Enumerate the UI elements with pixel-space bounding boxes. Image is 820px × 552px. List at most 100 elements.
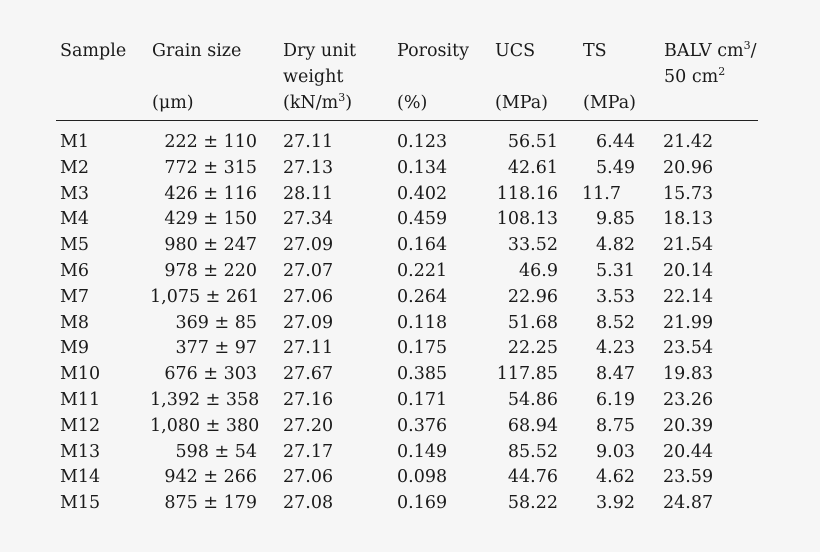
header-dry-unit-weight: Dry unit weight (kN/m3) [283, 38, 356, 116]
grain-size-cell: 429 ± 150 [164, 209, 257, 230]
header-porosity-label: Porosity [397, 41, 469, 61]
grain-size-cell: 1,080 ± 380 [150, 415, 260, 436]
dry-unit-weight-cell: 27.13 [283, 157, 334, 178]
ucs-cell: 85.52 [507, 441, 558, 462]
grain-size-cell: 1,392 ± 358 [150, 389, 260, 410]
ts-cell: 6.44 [596, 132, 635, 152]
dry-unit-weight-cell: 27.09 [283, 312, 334, 333]
grain-size-cell: 1,075 ± 261 [150, 286, 260, 307]
ts-cell: 4.62 [596, 467, 635, 488]
porosity-cell: 0.171 [397, 389, 448, 410]
ucs-cell: 68.94 [507, 415, 558, 436]
balv-line1-suffix: / [750, 41, 757, 61]
header-dry-unit-weight-label-line1: Dry unit [283, 41, 357, 61]
porosity-cell: 0.149 [397, 441, 448, 462]
sample-cell: M1 [60, 132, 90, 152]
porosity-cell: 0.459 [397, 209, 448, 230]
table-row: M11 1,392 ± 358 27.16 0.171 54.86 6.19 23.26 [60, 388, 760, 414]
table-row: M15 875 ± 179 27.08 0.169 58.22 3.92 24.87 [60, 491, 760, 517]
balv-cell: 23.59 [663, 467, 714, 488]
header-rule [56, 120, 758, 121]
ts-cell: 11.7 [582, 183, 621, 204]
balv-cell: 21.42 [663, 132, 714, 152]
sample-cell: M3 [60, 183, 90, 204]
ucs-cell: 118.16 [496, 183, 558, 204]
table-body: M1 222 ± 110 27.11 0.123 56.51 6.44 21.42 M2 772… [60, 130, 760, 517]
header-ts: TS (MPa) [583, 38, 636, 113]
sample-cell: M2 [60, 157, 90, 178]
header-balv-line2: 50 cm2 [664, 64, 757, 90]
dry-unit-weight-cell: 27.16 [283, 389, 334, 410]
dry-unit-weight-cell: 27.09 [283, 235, 334, 256]
header-porosity: Porosity (%) [397, 38, 469, 113]
balv-line2-prefix: 50 cm [664, 67, 719, 87]
porosity-cell: 0.175 [397, 338, 448, 359]
dry-unit-weight-cell: 27.20 [283, 415, 334, 436]
balv-line2-superscript: 2 [718, 65, 726, 78]
sample-cell: M5 [60, 235, 90, 256]
header-sample: Sample [60, 38, 126, 64]
porosity-cell: 0.118 [397, 312, 448, 333]
header-dry-unit-weight-unit: (kN/m3) [283, 90, 356, 116]
table-row: M10 676 ± 303 27.67 0.385 117.85 8.47 19.83 [60, 362, 760, 388]
porosity-cell: 0.376 [397, 415, 448, 436]
grain-size-cell: 369 ± 85 [175, 312, 257, 333]
header-ts-unit: (MPa) [583, 93, 636, 113]
sample-cell: M8 [60, 312, 90, 333]
dry-unit-weight-cell: 27.17 [283, 441, 334, 462]
balv-cell: 20.96 [663, 157, 714, 178]
dry-unit-weight-cell: 27.08 [283, 493, 334, 514]
grain-size-cell: 426 ± 116 [164, 183, 257, 204]
dry-unit-weight-cell: 27.11 [283, 338, 334, 359]
grain-size-cell: 978 ± 220 [164, 260, 257, 281]
header-ts-label: TS [583, 41, 607, 61]
grain-size-cell: 377 ± 97 [175, 338, 257, 359]
porosity-cell: 0.221 [397, 260, 448, 281]
header-sample-label: Sample [60, 41, 127, 61]
balv-cell: 22.14 [663, 286, 714, 307]
grain-size-cell: 676 ± 303 [164, 364, 257, 385]
ts-cell: 8.47 [596, 364, 635, 385]
unit-superscript: 3 [338, 91, 346, 104]
balv-cell: 21.54 [663, 235, 714, 256]
unit-prefix: (kN/m [283, 93, 339, 113]
balv-cell: 20.44 [663, 441, 714, 462]
table-row: M1 222 ± 110 27.11 0.123 56.51 6.44 21.42 [60, 130, 760, 156]
balv-cell: 23.54 [663, 338, 714, 359]
ucs-cell: 22.96 [507, 286, 558, 307]
porosity-cell: 0.264 [397, 286, 448, 307]
table-row: M12 1,080 ± 380 27.20 0.376 68.94 8.75 20.39 [60, 414, 760, 440]
table-header: Sample Grain size (μm) Dry unit weight (… [60, 38, 760, 120]
header-balv: BALV cm3/ 50 cm2 [664, 38, 757, 90]
ucs-cell: 56.51 [507, 132, 558, 152]
balv-line1-superscript: 3 [743, 39, 751, 52]
ts-cell: 6.19 [596, 389, 635, 410]
ucs-cell: 51.68 [507, 312, 558, 333]
ts-cell: 9.85 [596, 209, 635, 230]
header-porosity-unit: (%) [397, 93, 428, 113]
porosity-cell: 0.385 [397, 364, 448, 385]
header-ucs: UCS (MPa) [495, 38, 548, 113]
ts-cell: 4.23 [596, 338, 635, 359]
sample-cell: M14 [60, 467, 101, 488]
ucs-cell: 44.76 [507, 467, 558, 488]
porosity-cell: 0.123 [397, 132, 448, 152]
ucs-cell: 108.13 [496, 209, 558, 230]
grain-size-cell: 942 ± 266 [164, 467, 257, 488]
balv-cell: 20.39 [663, 415, 714, 436]
porosity-cell: 0.134 [397, 157, 448, 178]
sample-cell: M7 [60, 286, 90, 307]
balv-cell: 15.73 [663, 183, 714, 204]
grain-size-cell: 598 ± 54 [175, 441, 257, 462]
sample-cell: M10 [60, 364, 101, 385]
ts-cell: 8.75 [596, 415, 635, 436]
grain-size-cell: 980 ± 247 [164, 235, 257, 256]
ucs-cell: 46.9 [519, 260, 558, 281]
unit-suffix: ) [345, 93, 353, 113]
sample-cell: M11 [60, 389, 101, 410]
porosity-cell: 0.169 [397, 493, 448, 514]
ucs-cell: 22.25 [507, 338, 558, 359]
balv-cell: 20.14 [663, 260, 714, 281]
balv-cell: 24.87 [663, 493, 714, 514]
porosity-cell: 0.098 [397, 467, 448, 488]
